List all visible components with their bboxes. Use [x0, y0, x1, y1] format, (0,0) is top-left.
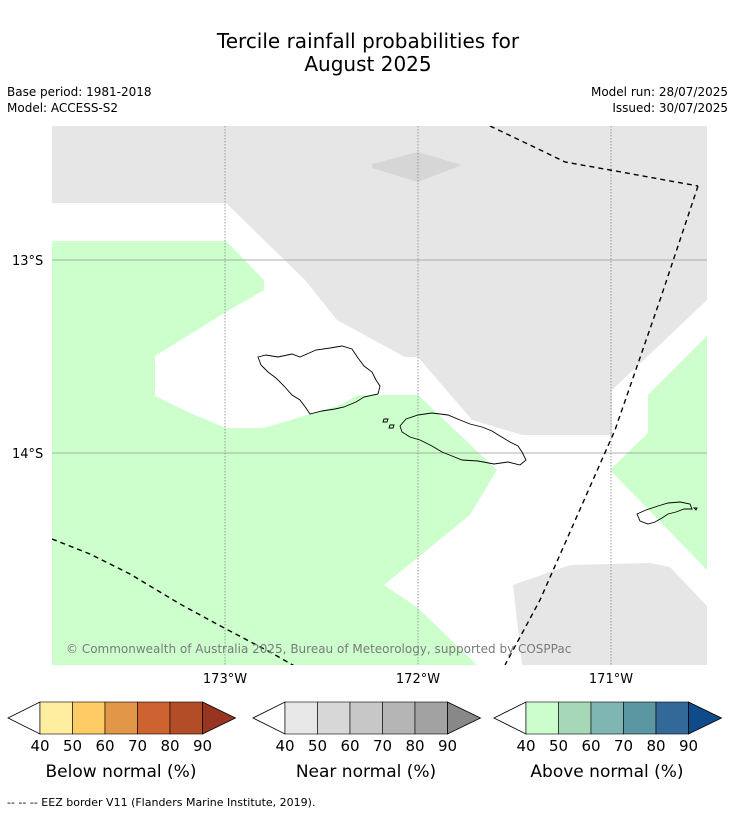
colorbar-near-tick-label: 60: [340, 737, 359, 755]
map-plot: © Commonwealth of Australia 2025, Bureau…: [52, 126, 707, 665]
colorbar-above-label: Above normal (%): [530, 762, 684, 782]
colorbar-below: 40 50 60 70 80 90: [7, 701, 237, 755]
colorbar-near: 40 50 60 70 80 90: [252, 701, 482, 755]
colorbar-above-tick-label: 70: [614, 737, 633, 755]
graticule: [52, 126, 707, 665]
colorbar-above-tick-label: 80: [646, 737, 665, 755]
base-period: Base period: 1981-2018: [7, 85, 152, 99]
eez-line-east: [504, 185, 699, 665]
lon-label-172w: 172°W: [396, 672, 440, 687]
colorbar-below-tick-label: 80: [160, 737, 179, 755]
colorbar-near-tick-label: 50: [308, 737, 327, 755]
lat-label-13s: 13°S: [12, 254, 43, 269]
colorbar-near-swatch: [382, 701, 416, 735]
colorbar-below-tick-label: 50: [63, 737, 82, 755]
colorbars: 40 50 60 70 80 90 40 50 60 70 80 90 40 50 60 70 80 90: [7, 701, 723, 755]
colorbar-above-swatch: [623, 701, 657, 735]
colorbar-near-label: Near normal (%): [295, 762, 437, 782]
colorbar-below-swatch: [137, 701, 171, 735]
colorbar-near-swatch: [414, 701, 448, 735]
colorbar-above-swatch: [558, 701, 592, 735]
colorbar-above-tick-label: 60: [581, 737, 600, 755]
lon-label-171w: 171°W: [589, 672, 633, 687]
meta-right: Model run: 28/07/2025 Issued: 30/07/2025: [591, 84, 728, 116]
colorbar-below-swatch: [169, 701, 203, 735]
island-apolima: [388, 424, 395, 429]
island-savaii: [257, 345, 381, 415]
region-grey-bottom: [513, 563, 707, 665]
eez-border: [52, 126, 699, 665]
lat-label-14s: 14°S: [12, 447, 43, 462]
colorbar-near-tick-label: 80: [405, 737, 424, 755]
colorbar-near-min-arrow: [252, 701, 286, 735]
axis-labels: 13°S 14°S 173°W 172°W 171°W: [12, 254, 633, 687]
meta-left: Base period: 1981-2018 Model: ACCESS-S2: [7, 84, 152, 116]
coastlines: [257, 345, 698, 525]
copyright-text: © Commonwealth of Australia 2025, Bureau…: [66, 642, 571, 656]
colorbar-above-swatch: [655, 701, 689, 735]
title-line-2: August 2025: [304, 52, 432, 76]
island-tutuila: [636, 501, 693, 525]
region-grey-top: [52, 126, 707, 435]
model-run: Model run: 28/07/2025: [590, 85, 728, 99]
eez-line-southwest: [52, 538, 295, 665]
lon-label-173w: 173°W: [203, 672, 247, 687]
colorbar-near-tick-label: 90: [438, 737, 457, 755]
colorbar-above-swatch: [525, 701, 559, 735]
title-line-1: Tercile rainfall probabilities for: [216, 29, 520, 53]
colorbar-below-label: Below normal (%): [45, 762, 197, 782]
colorbar-above-tick-label: 40: [516, 737, 535, 755]
colorbar-near-swatch: [349, 701, 383, 735]
colorbar-below-tick-label: 60: [95, 737, 114, 755]
colorbar-below-min-arrow: [7, 701, 41, 735]
colorbar-above-max-arrow: [688, 701, 723, 735]
model-name: Model: ACCESS-S2: [7, 101, 119, 115]
colorbar-above-min-arrow: [493, 701, 527, 735]
colorbar-above-tick-label: 90: [679, 737, 698, 755]
colorbar-near-swatch: [284, 701, 318, 735]
island-aunuu: [692, 507, 698, 511]
eez-footnote: -- -- -- EEZ border V11 (Flanders Marine…: [7, 796, 316, 809]
issued-date: Issued: 30/07/2025: [612, 101, 728, 115]
island-upolu: [399, 412, 527, 466]
colorbar-above: 40 50 60 70 80 90: [493, 701, 723, 755]
colorbar-near-tick-label: 70: [373, 737, 392, 755]
colorbar-below-swatch: [104, 701, 138, 735]
region-near-normal-patch: [372, 152, 462, 182]
colorbar-below-tick-label: 70: [128, 737, 147, 755]
colorbar-below-tick-label: 40: [30, 737, 49, 755]
colorbar-above-swatch: [590, 701, 624, 735]
map-title: Tercile rainfall probabilities for Augus…: [0, 30, 736, 76]
island-manono: [382, 418, 389, 423]
colorbar-below-swatch: [72, 701, 106, 735]
colorbar-below-swatch: [39, 701, 73, 735]
colorbar-near-tick-label: 40: [275, 737, 294, 755]
colorbar-below-tick-label: 90: [193, 737, 212, 755]
colorbar-below-max-arrow: [202, 701, 237, 735]
eez-line-north: [489, 126, 699, 187]
colorbar-near-swatch: [317, 701, 351, 735]
colorbar-near-max-arrow: [447, 701, 482, 735]
colorbar-above-tick-label: 50: [549, 737, 568, 755]
